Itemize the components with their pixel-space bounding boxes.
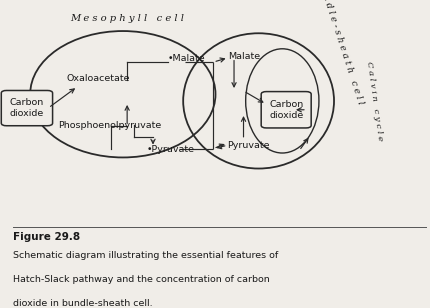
Text: B u n d l e - s h e a t h   c e l l: B u n d l e - s h e a t h c e l l — [315, 0, 365, 106]
Text: M e s o p h y l l   c e l l: M e s o p h y l l c e l l — [70, 14, 184, 23]
Text: Malate: Malate — [228, 52, 260, 61]
Text: Schematic diagram illustrating the essential features of: Schematic diagram illustrating the essen… — [13, 251, 277, 260]
Text: Phosphoenolpyruvate: Phosphoenolpyruvate — [58, 121, 161, 130]
FancyBboxPatch shape — [261, 91, 310, 128]
Text: •Malate: •Malate — [167, 54, 204, 63]
Text: C a l v i n   c y c l e: C a l v i n c y c l e — [364, 61, 383, 141]
Text: Carbon
dioxide: Carbon dioxide — [10, 98, 44, 118]
Text: Hatch-Slack pathway and the concentration of carbon: Hatch-Slack pathway and the concentratio… — [13, 275, 269, 284]
Text: Oxaloacetate: Oxaloacetate — [67, 74, 130, 83]
Text: Figure 29.8: Figure 29.8 — [13, 232, 80, 242]
Text: Carbon
dioxide: Carbon dioxide — [268, 100, 303, 120]
FancyBboxPatch shape — [1, 91, 52, 126]
Text: •Pyruvate: •Pyruvate — [146, 145, 194, 154]
Text: Pyruvate: Pyruvate — [227, 141, 270, 150]
Text: dioxide in bundle-sheath cell.: dioxide in bundle-sheath cell. — [13, 299, 152, 308]
